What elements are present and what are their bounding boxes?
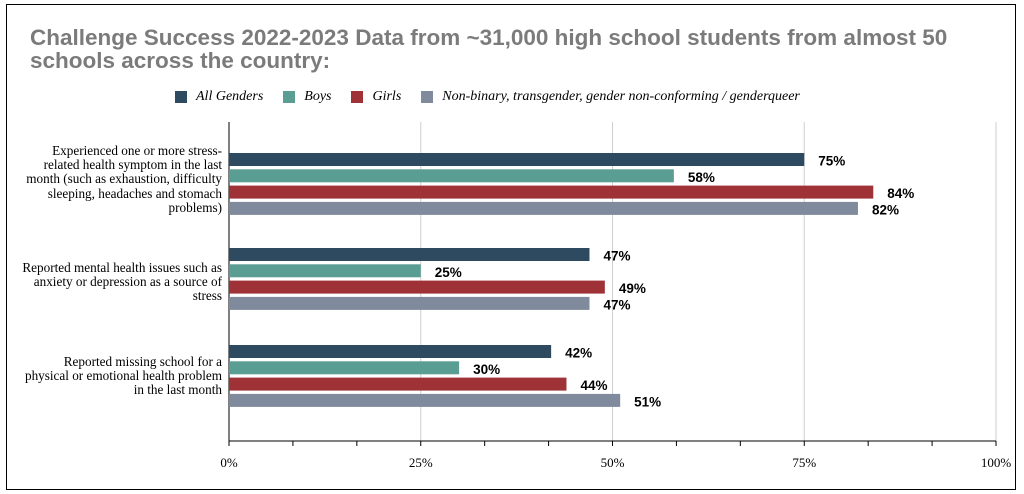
data-label: 30% xyxy=(473,362,500,377)
data-label: 49% xyxy=(619,281,646,296)
bar xyxy=(229,345,552,358)
x-tick-label: 100% xyxy=(981,455,1012,470)
category-label-missing-school: Reported missing school for a physical o… xyxy=(24,354,222,398)
bar xyxy=(229,169,674,183)
data-label: 58% xyxy=(688,170,715,185)
legend-item-boys: Boys xyxy=(283,89,331,105)
data-label: 44% xyxy=(580,378,607,393)
chart-frame xyxy=(6,4,1016,490)
legend-swatch xyxy=(283,91,296,103)
data-label: 82% xyxy=(872,202,899,217)
bar xyxy=(229,201,858,215)
data-label: 84% xyxy=(887,186,914,201)
x-tick-label: 0% xyxy=(220,455,238,470)
data-label: 42% xyxy=(565,346,592,361)
data-label: 47% xyxy=(603,297,630,312)
data-label: 25% xyxy=(435,265,462,280)
x-tick-label: 75% xyxy=(792,455,816,470)
bar xyxy=(229,377,567,391)
bar xyxy=(229,153,805,166)
bar xyxy=(229,393,621,407)
chart-title: Challenge Success 2022-2023 Data from ~3… xyxy=(30,25,948,73)
legend-item-all-genders: All Genders xyxy=(175,89,263,105)
bar xyxy=(229,361,460,375)
x-tick-label: 50% xyxy=(601,455,625,470)
data-label: 75% xyxy=(818,154,845,169)
bar xyxy=(229,248,590,261)
bar xyxy=(229,185,874,199)
legend-item-non-binary: Non-binary, transgender, gender non-conf… xyxy=(421,89,800,105)
bar xyxy=(229,264,421,278)
legend-label: Non-binary, transgender, gender non-conf… xyxy=(442,89,800,104)
legend-label: Girls xyxy=(372,89,402,104)
legend-item-girls: Girls xyxy=(351,89,401,105)
legend-label: All Genders xyxy=(196,89,264,104)
legend: All Genders Boys Girls Non-binary, trans… xyxy=(175,88,820,106)
legend-swatch xyxy=(175,91,187,103)
bar xyxy=(229,296,590,310)
legend-swatch xyxy=(351,91,364,103)
x-tick-label: 25% xyxy=(409,455,433,470)
bar xyxy=(229,280,605,294)
data-label: 51% xyxy=(634,394,661,409)
data-label: 47% xyxy=(603,249,630,264)
category-label-mental-health: Reported mental health issues such as an… xyxy=(22,260,222,304)
category-label-stress-symptoms: Experienced one or more stress-related h… xyxy=(26,143,222,215)
legend-label: Boys xyxy=(304,89,332,104)
legend-swatch xyxy=(421,91,434,103)
